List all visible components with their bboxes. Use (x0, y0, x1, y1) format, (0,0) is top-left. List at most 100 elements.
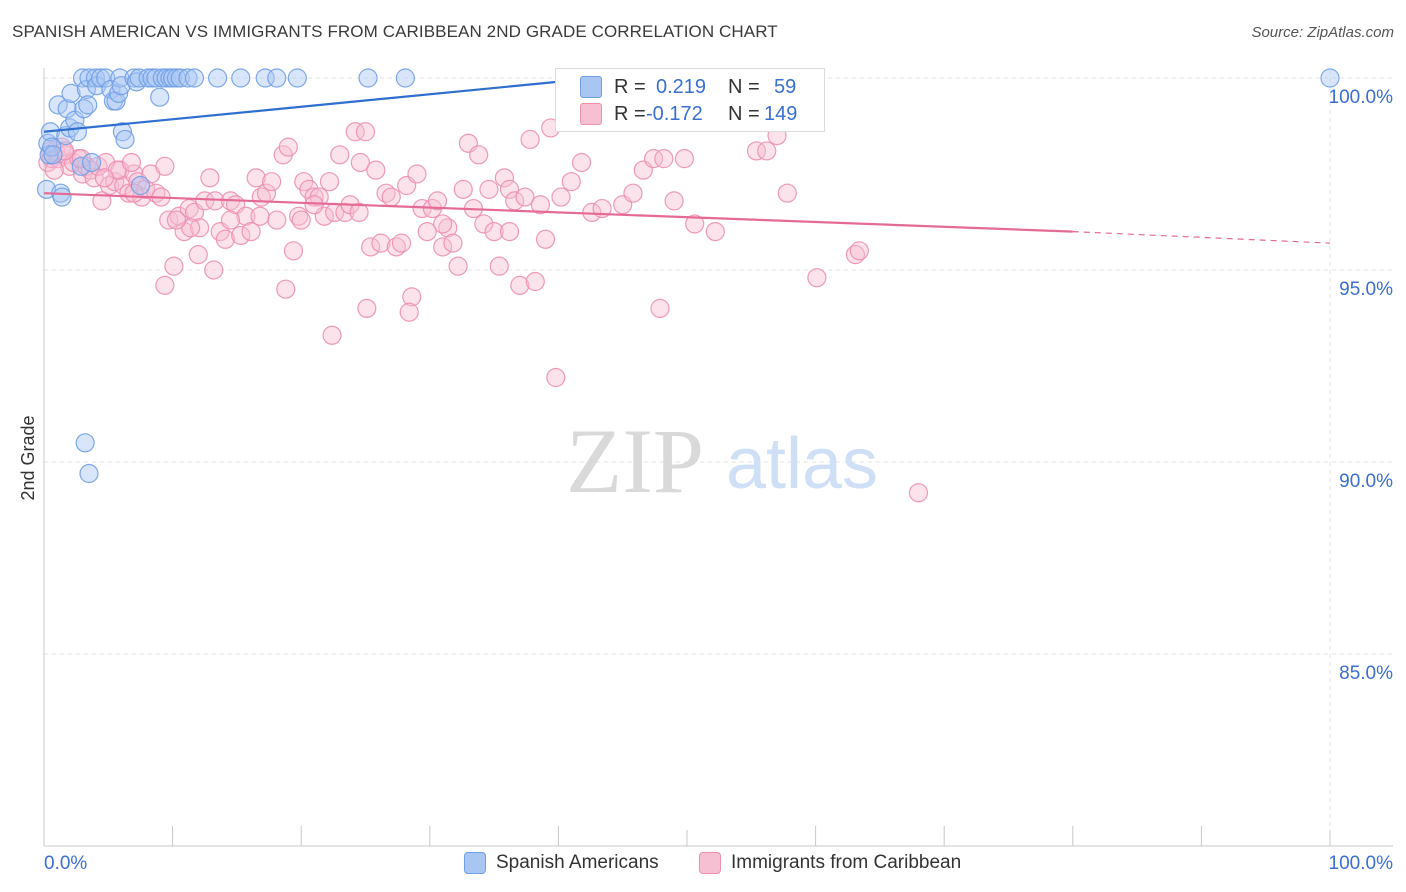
caribbean-point (453, 179, 473, 199)
caribbean-point (530, 195, 550, 215)
spanish-american-point (178, 68, 198, 88)
blue-n-value: 59 (774, 75, 797, 98)
caribbean-trend-extension (1072, 231, 1331, 244)
caribbean-point (121, 152, 142, 173)
x-tick-label-right: 100.0% (1329, 853, 1394, 874)
caribbean-point (674, 149, 695, 169)
caribbean-point (188, 245, 208, 265)
caribbean-point (250, 206, 270, 226)
spanish-american-trend-line (43, 76, 598, 133)
blue-r-label: R = (614, 75, 646, 98)
spanish-american-point (96, 68, 116, 88)
caribbean-point (195, 191, 215, 211)
caribbean-point (355, 122, 376, 142)
caribbean-point (417, 222, 437, 242)
caribbean-point (535, 229, 556, 249)
caribbean-point (386, 237, 406, 257)
pink-n-value: 149 (764, 102, 798, 125)
y-axis-label: 2nd Grade (18, 415, 38, 500)
caribbean-point (246, 168, 266, 188)
spanish-american-point (67, 122, 88, 142)
caribbean-point (650, 298, 670, 318)
caribbean-point (236, 206, 256, 226)
legend-item-caribbean: Immigrants from Caribbean (699, 852, 961, 874)
caribbean-point (215, 229, 235, 249)
spanish-american-point (74, 99, 94, 119)
caribbean-point (350, 152, 370, 173)
stats-legend: R = 0.219 N = 59 R = -0.172 N = 149 (555, 68, 825, 132)
caribbean-point (494, 168, 514, 188)
spanish-american-point (108, 83, 129, 103)
spanish-american-point (106, 91, 126, 111)
pink-r-label: R = (614, 102, 646, 125)
caribbean-point (438, 218, 458, 238)
caribbean-point (155, 275, 175, 295)
caribbean-point (262, 172, 282, 192)
caribbean-point (357, 298, 377, 318)
spanish-american-point (79, 463, 99, 484)
watermark: ZIP atlas (566, 410, 878, 512)
caribbean-point (551, 187, 571, 207)
caribbean-point (304, 195, 324, 215)
caribbean-point (159, 210, 179, 230)
legend-blue-label: Spanish Americans (496, 852, 659, 873)
axes (43, 68, 1393, 847)
y-tick-label: 100.0% (1329, 87, 1394, 108)
blue-n-label: N = (728, 75, 760, 98)
caribbean-point (402, 287, 422, 307)
caribbean-point (448, 256, 468, 276)
caribbean-point (94, 168, 115, 188)
caribbean-point (276, 279, 296, 299)
legend-pink-swatch (699, 852, 721, 874)
caribbean-point (376, 183, 396, 203)
caribbean-point (433, 214, 453, 234)
caribbean-point (322, 325, 342, 345)
spanish-american-point (85, 68, 106, 88)
caribbean-point (84, 168, 104, 188)
pink-n-label: N = (728, 102, 760, 125)
spanish-american-point (79, 68, 99, 88)
caribbean-point (371, 233, 391, 253)
caribbean-point (44, 160, 64, 180)
spanish-american-point (115, 129, 135, 150)
caribbean-point (643, 149, 664, 169)
caribbean-point (525, 271, 545, 292)
caribbean-point (345, 122, 365, 142)
spanish-american-point (150, 87, 170, 107)
spanish-american-point (184, 68, 205, 88)
caribbean-point (361, 237, 381, 257)
caribbean-point (267, 210, 287, 230)
spanish-american-point (208, 68, 228, 88)
caribbean-point (155, 156, 175, 176)
caribbean-point (349, 202, 369, 222)
spanish-american-point (1320, 68, 1340, 88)
stats-row-pink: R = -0.172 N = 149 (580, 100, 820, 128)
spanish-american-point (130, 175, 151, 196)
caribbean-point (220, 210, 241, 230)
caribbean-point (499, 222, 520, 242)
caribbean-point (499, 179, 520, 199)
caribbean-point (623, 183, 643, 203)
caribbean-point (845, 245, 866, 265)
stats-row-blue: R = 0.219 N = 59 (580, 73, 820, 101)
caribbean-point (746, 141, 767, 161)
caribbean-point (330, 145, 350, 165)
caribbean-point (510, 275, 530, 295)
caribbean-point (381, 187, 401, 207)
spanish-american-point (395, 68, 415, 88)
spanish-american-point (71, 156, 91, 176)
caribbean-point (291, 210, 311, 230)
y-axis-tick-labels: 100.0% 95.0% 90.0% 85.0% (1329, 87, 1394, 684)
caribbean-point (241, 222, 261, 242)
caribbean-point (777, 183, 797, 203)
legend-item-spanish-americans: Spanish Americans (464, 852, 659, 874)
caribbean-point (54, 141, 75, 161)
caribbean-point (204, 260, 224, 280)
pink-swatch (580, 103, 602, 125)
legend-blue-swatch (464, 852, 486, 874)
watermark-atlas: atlas (726, 424, 878, 504)
caribbean-point (135, 179, 156, 199)
spanish-american-point (267, 68, 287, 88)
blue-swatch (580, 76, 602, 98)
